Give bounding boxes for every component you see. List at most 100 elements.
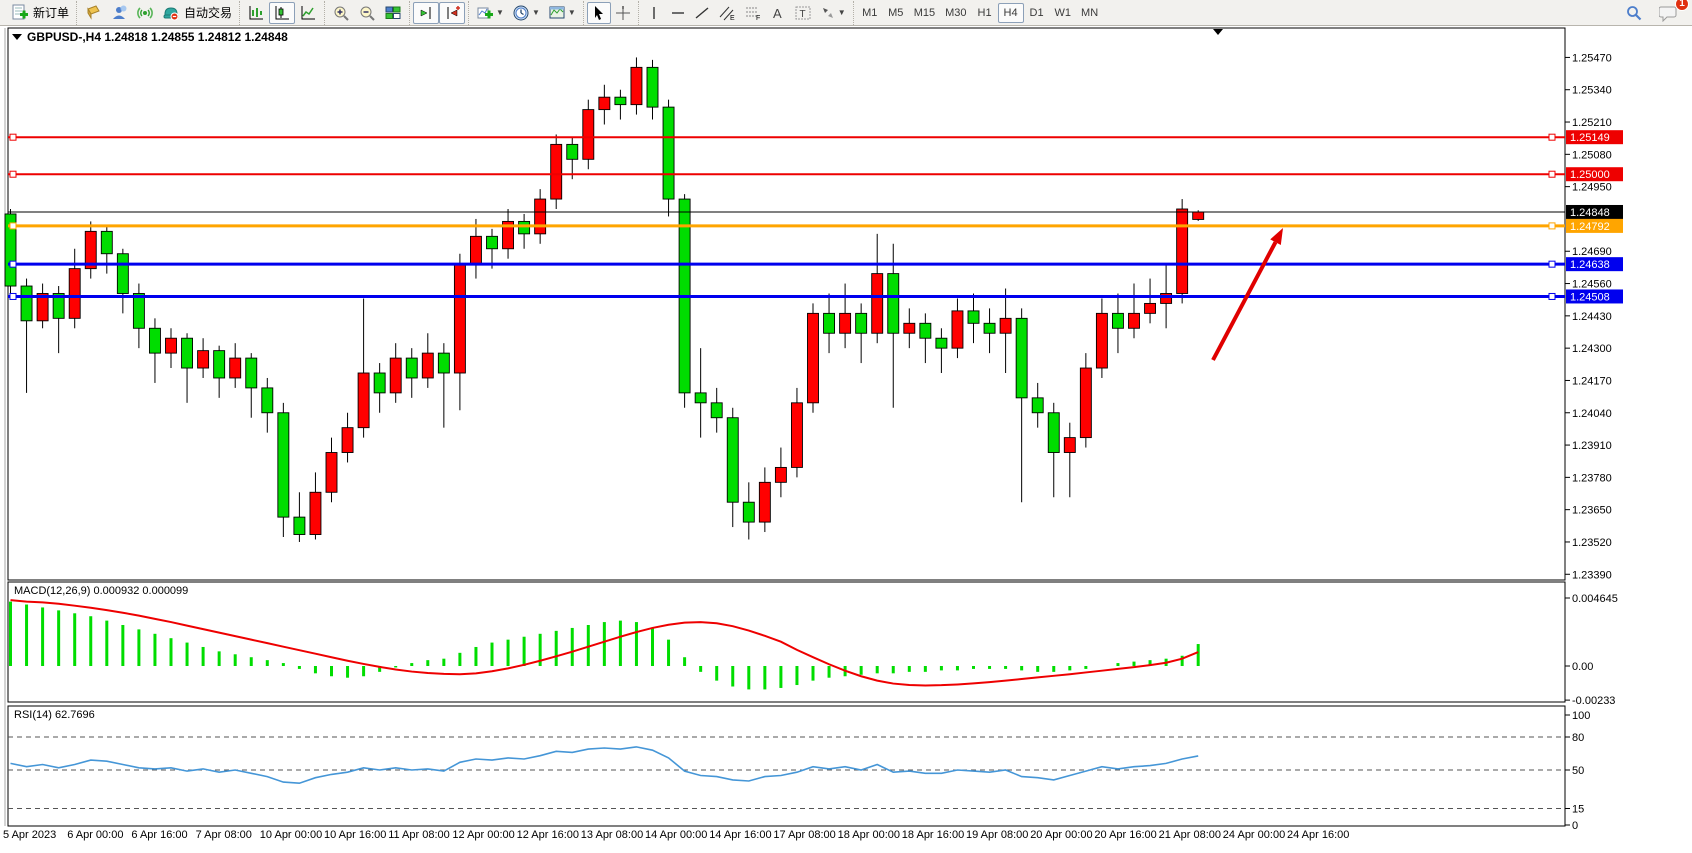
chart-area[interactable]: 1.25470 1.25340 1.25210 1.25080 1.24950 1.246… — [0, 26, 1692, 853]
trendline-icon — [695, 6, 709, 19]
bear-candle — [566, 143, 579, 160]
metaeditor-button[interactable] — [80, 2, 106, 24]
arrows-button[interactable]: ▼ — [816, 2, 850, 24]
svg-text:A: A — [773, 6, 782, 21]
price-axis[interactable]: 1.25470 1.25340 1.25210 1.25080 1.24950 1.246… — [1565, 52, 1612, 581]
price-tick-label: 1.25210 — [1572, 117, 1612, 129]
price-badge-box — [1566, 130, 1623, 145]
timeframe-button-MN[interactable]: MN — [1081, 6, 1099, 19]
price-tick-label: 1.24560 — [1572, 279, 1612, 291]
line-anchor-right[interactable] — [1548, 133, 1556, 141]
new-order-label: 新订单 — [33, 6, 70, 20]
bull-candle — [871, 273, 884, 334]
rsi-axis[interactable]: 100 80 50 15 0 — [1565, 710, 1590, 832]
price-tick-label: 1.23780 — [1572, 472, 1612, 484]
tile-windows-button[interactable] — [380, 2, 406, 24]
signals-button[interactable] — [132, 2, 158, 24]
time-axis[interactable]: 5 Apr 2023 6 Apr 00:00 6 Apr 16:00 7 Apr 08… — [3, 829, 1349, 841]
macd-tick-label: -0.00233 — [1572, 695, 1615, 707]
search-icon — [1627, 5, 1642, 20]
rsi-panel-frame — [7, 705, 1566, 827]
text-label-button[interactable]: T — [790, 2, 816, 24]
community-button[interactable] — [106, 2, 132, 24]
line-anchor-left[interactable] — [9, 292, 17, 300]
line-anchor-left[interactable] — [9, 133, 17, 141]
bar-chart-button[interactable] — [243, 2, 269, 24]
trendline-button[interactable] — [690, 2, 714, 24]
crosshair-button[interactable] — [611, 2, 635, 24]
horizontal-line-button[interactable] — [666, 2, 690, 24]
line-anchor-right[interactable] — [1548, 222, 1556, 230]
new-order-button[interactable]: 新订单 — [7, 2, 73, 24]
bear-candle — [823, 312, 835, 334]
time-label: 18 Apr 16:00 — [902, 829, 964, 841]
bear-candle — [293, 516, 306, 535]
zoom-in-button[interactable] — [328, 2, 354, 24]
zoom-out-button[interactable] — [354, 2, 380, 24]
chat-button[interactable]: 1 — [1655, 0, 1689, 24]
bear-candle — [694, 392, 707, 404]
line-anchor-left[interactable] — [9, 260, 17, 268]
line-chart-button[interactable] — [295, 2, 321, 24]
text-button[interactable]: A — [766, 2, 790, 24]
bull-candle — [1063, 437, 1076, 453]
timeframe-button-M15[interactable]: M15 — [913, 6, 936, 19]
bear-candle — [742, 501, 755, 523]
fibonacci-button[interactable]: F — [740, 2, 766, 24]
toolbar-group-trade: 新订单 — [4, 1, 76, 25]
toolbar: 新订单 — [0, 0, 1692, 26]
vertical-line-button[interactable] — [642, 2, 666, 24]
chart-title: GBPUSD-,H4 1.24818 1.24855 1.24812 1.248… — [27, 30, 288, 44]
timeframe-button-H4[interactable]: H4 — [997, 2, 1024, 23]
bull-candle — [229, 357, 242, 379]
hline-objects — [8, 133, 1565, 300]
time-label: 10 Apr 00:00 — [260, 829, 322, 841]
timeframe-button-W1[interactable]: W1 — [1054, 6, 1072, 19]
timeframe-button-D1[interactable]: D1 — [1029, 6, 1044, 19]
chart-shift-button[interactable] — [439, 1, 466, 24]
toolbar-group-scroll — [409, 0, 468, 25]
time-label: 14 Apr 16:00 — [709, 829, 771, 841]
bear-candle — [710, 402, 723, 419]
trend-arrow[interactable] — [1211, 241, 1278, 361]
time-label: 14 Apr 00:00 — [645, 829, 707, 841]
autoscroll-button[interactable] — [413, 1, 440, 24]
bull-candle — [357, 372, 370, 429]
line-chart-icon — [301, 5, 316, 19]
line-anchor-left[interactable] — [9, 222, 17, 230]
rsi-tick-label: 100 — [1572, 710, 1590, 722]
chart-menu-triangle[interactable] — [12, 34, 22, 40]
toolbar-group-objects: ▼ ▼ ▼ — [468, 0, 583, 25]
line-anchor-right[interactable] — [1548, 260, 1556, 268]
svg-text:T: T — [799, 9, 805, 20]
metaeditor-icon — [87, 4, 100, 20]
timeframe-button-M1[interactable]: M1 — [862, 6, 878, 19]
bear-candle — [52, 293, 65, 319]
candlestick-chart-button[interactable] — [269, 1, 296, 24]
text-icon: A — [773, 6, 782, 21]
line-anchor-left[interactable] — [9, 170, 17, 178]
bear-candle — [437, 352, 450, 374]
bear-candle — [405, 357, 418, 379]
bear-candle — [1031, 397, 1044, 414]
periods-button[interactable]: ▼ — [508, 2, 544, 24]
line-anchor-right[interactable] — [1548, 170, 1556, 178]
price-tick-label: 1.24950 — [1572, 182, 1612, 194]
timeframe-button-M30[interactable]: M30 — [945, 6, 967, 19]
price-tick-label: 1.24170 — [1572, 375, 1612, 387]
autotrading-button[interactable]: 自动交易 — [158, 2, 236, 24]
macd-axis[interactable]: 0.004645 0.00 -0.00233 — [1565, 593, 1618, 707]
channel-button[interactable]: E — [714, 2, 740, 24]
candlestick-chart-icon — [275, 5, 290, 19]
timeframe-button-H1[interactable]: H1 — [977, 6, 992, 19]
bear-candle — [373, 372, 386, 394]
search-button[interactable] — [1621, 2, 1647, 24]
templates-button[interactable]: ▼ — [544, 2, 580, 24]
cursor-button[interactable] — [586, 1, 611, 24]
timeframe-button-M5[interactable]: M5 — [888, 6, 904, 19]
line-anchor-right[interactable] — [1548, 292, 1556, 300]
new-order-icon — [12, 4, 28, 19]
price-badge: 1.24848 — [1566, 204, 1623, 219]
indicators-button[interactable]: ▼ — [472, 2, 508, 24]
channel-icon: E — [719, 6, 735, 21]
